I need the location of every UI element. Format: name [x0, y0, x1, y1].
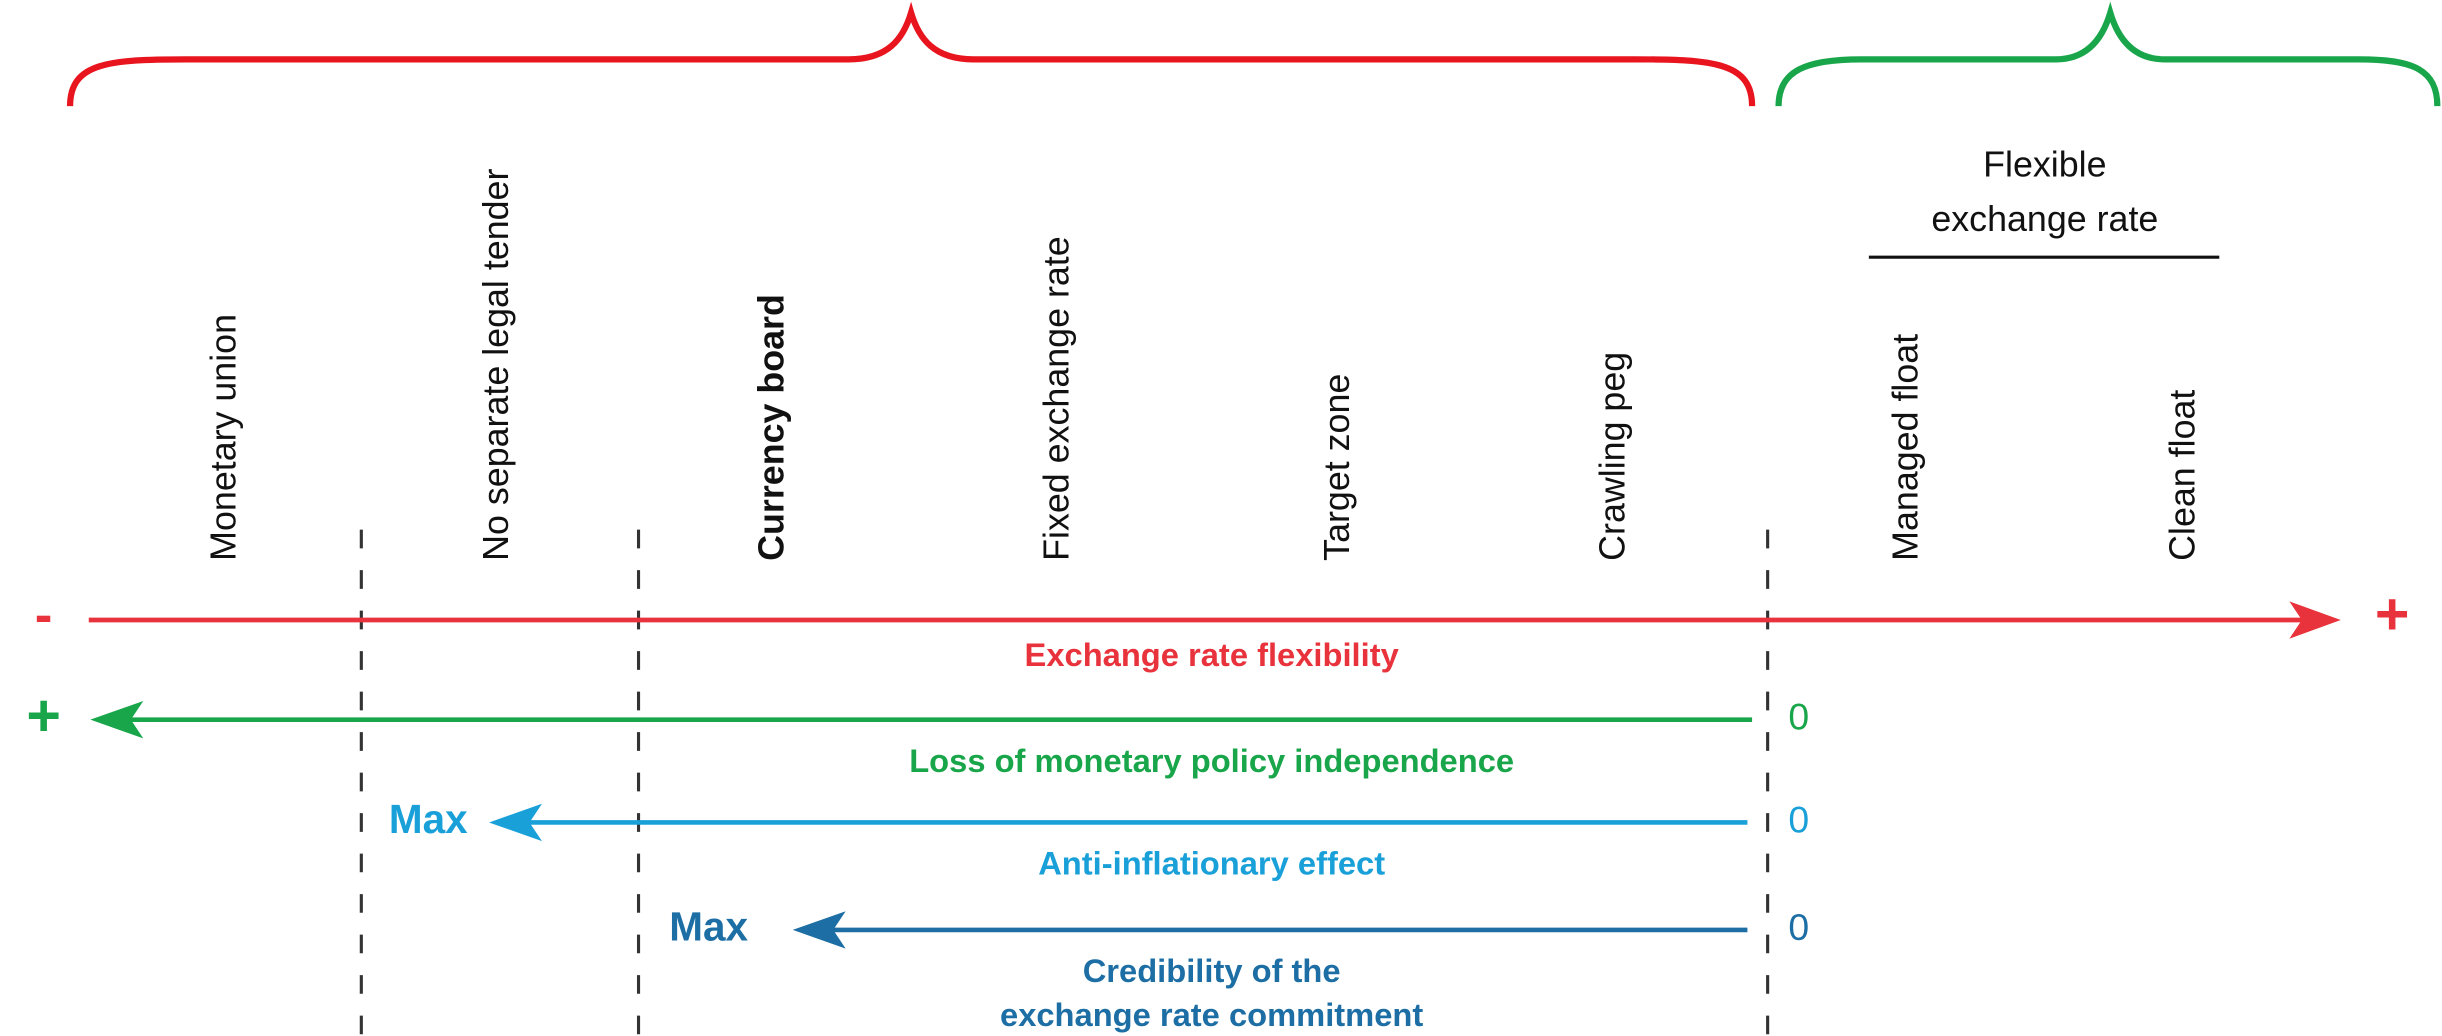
header-text: exchange rate [1931, 199, 2158, 239]
regime-label: Currency board [751, 294, 791, 561]
axis-start: 0 [1788, 798, 1809, 840]
arrowhead [2289, 601, 2341, 639]
regime-label: Managed float [1885, 334, 1925, 561]
regime-label: Clean float [2162, 390, 2202, 561]
axis-label: Exchange rate flexibility [1025, 636, 1399, 673]
axis-start: 0 [1788, 906, 1809, 948]
fixed-brace [66, 1, 1756, 107]
axis-label: Anti-inflationary effect [1038, 845, 1385, 882]
axis-end: + [26, 681, 61, 748]
arrowhead [90, 700, 144, 739]
regime-label: Fixed exchange rate [1036, 236, 1076, 560]
axis-end: Max [389, 796, 468, 842]
axis-start: 0 [1788, 696, 1809, 738]
axis-start: - [35, 585, 53, 644]
axis-label: Loss of monetary policy independence [909, 742, 1514, 779]
axis-label: exchange rate commitment [1000, 996, 1423, 1033]
regime-label: Target zone [1317, 374, 1357, 561]
header-text: Flexible [1983, 144, 2106, 184]
regime-label: Crawling peg [1592, 352, 1632, 561]
axis-end: + [2375, 580, 2410, 647]
axis-end: Max [669, 904, 748, 950]
regime-label: Monetary union [203, 314, 243, 561]
arrowhead [792, 911, 846, 949]
flexible-brace [1775, 1, 2441, 107]
arrowhead [489, 803, 542, 842]
regime-label: No separate legal tender [476, 169, 516, 561]
axis-label: Credibility of the [1083, 952, 1341, 989]
